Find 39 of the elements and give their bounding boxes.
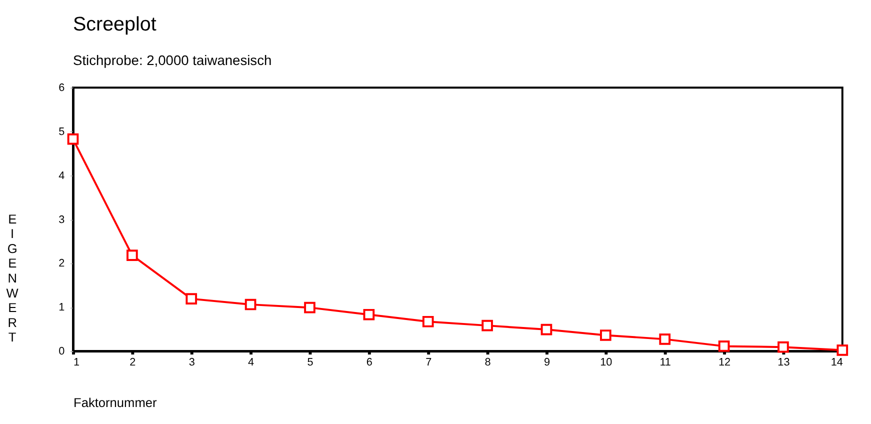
y-tick-label: 1 <box>58 302 65 314</box>
x-tick-label: 10 <box>600 356 612 368</box>
point <box>600 330 612 341</box>
x-tick-label: 2 <box>130 356 136 368</box>
x-tick-label: 4 <box>248 356 254 368</box>
point <box>540 324 552 336</box>
x-axis-title: Faktornummer <box>73 394 158 410</box>
chart-subtitle: Stichprobe: 2,0000 taiwanesisch <box>72 52 272 68</box>
point <box>363 308 375 320</box>
x-tick-label: 1 <box>73 356 80 368</box>
point <box>422 316 434 328</box>
x-tick-label: 14 <box>830 356 843 368</box>
y-tick-label: 6 <box>58 82 65 94</box>
point <box>659 334 671 345</box>
x-tick-label: 12 <box>718 356 731 368</box>
x-tick-label: 9 <box>544 356 550 368</box>
point <box>304 302 316 314</box>
chart-title: Screeplot <box>72 13 157 36</box>
point <box>778 341 789 353</box>
point <box>244 298 256 310</box>
y-tick-label: 3 <box>58 214 65 226</box>
y-tick-label: 2 <box>58 258 65 270</box>
x-tick-label: 8 <box>484 356 491 368</box>
y-tick-label: 5 <box>58 126 65 138</box>
x-tick-label: 11 <box>660 356 671 368</box>
x-tick-label: 13 <box>778 356 790 368</box>
y-tick-label: 4 <box>58 170 65 182</box>
x-tick-label: 7 <box>426 356 432 368</box>
x-tick-label: 3 <box>188 356 195 368</box>
point <box>482 320 493 332</box>
point <box>836 344 848 356</box>
y-tick-label: 0 <box>58 345 65 358</box>
point <box>718 340 730 352</box>
x-tick-label: 5 <box>307 356 314 368</box>
x-tick-label: 6 <box>366 356 372 368</box>
text: EIGENWERT <box>6 211 18 345</box>
point <box>186 293 198 304</box>
point <box>67 133 79 145</box>
point <box>126 250 138 262</box>
